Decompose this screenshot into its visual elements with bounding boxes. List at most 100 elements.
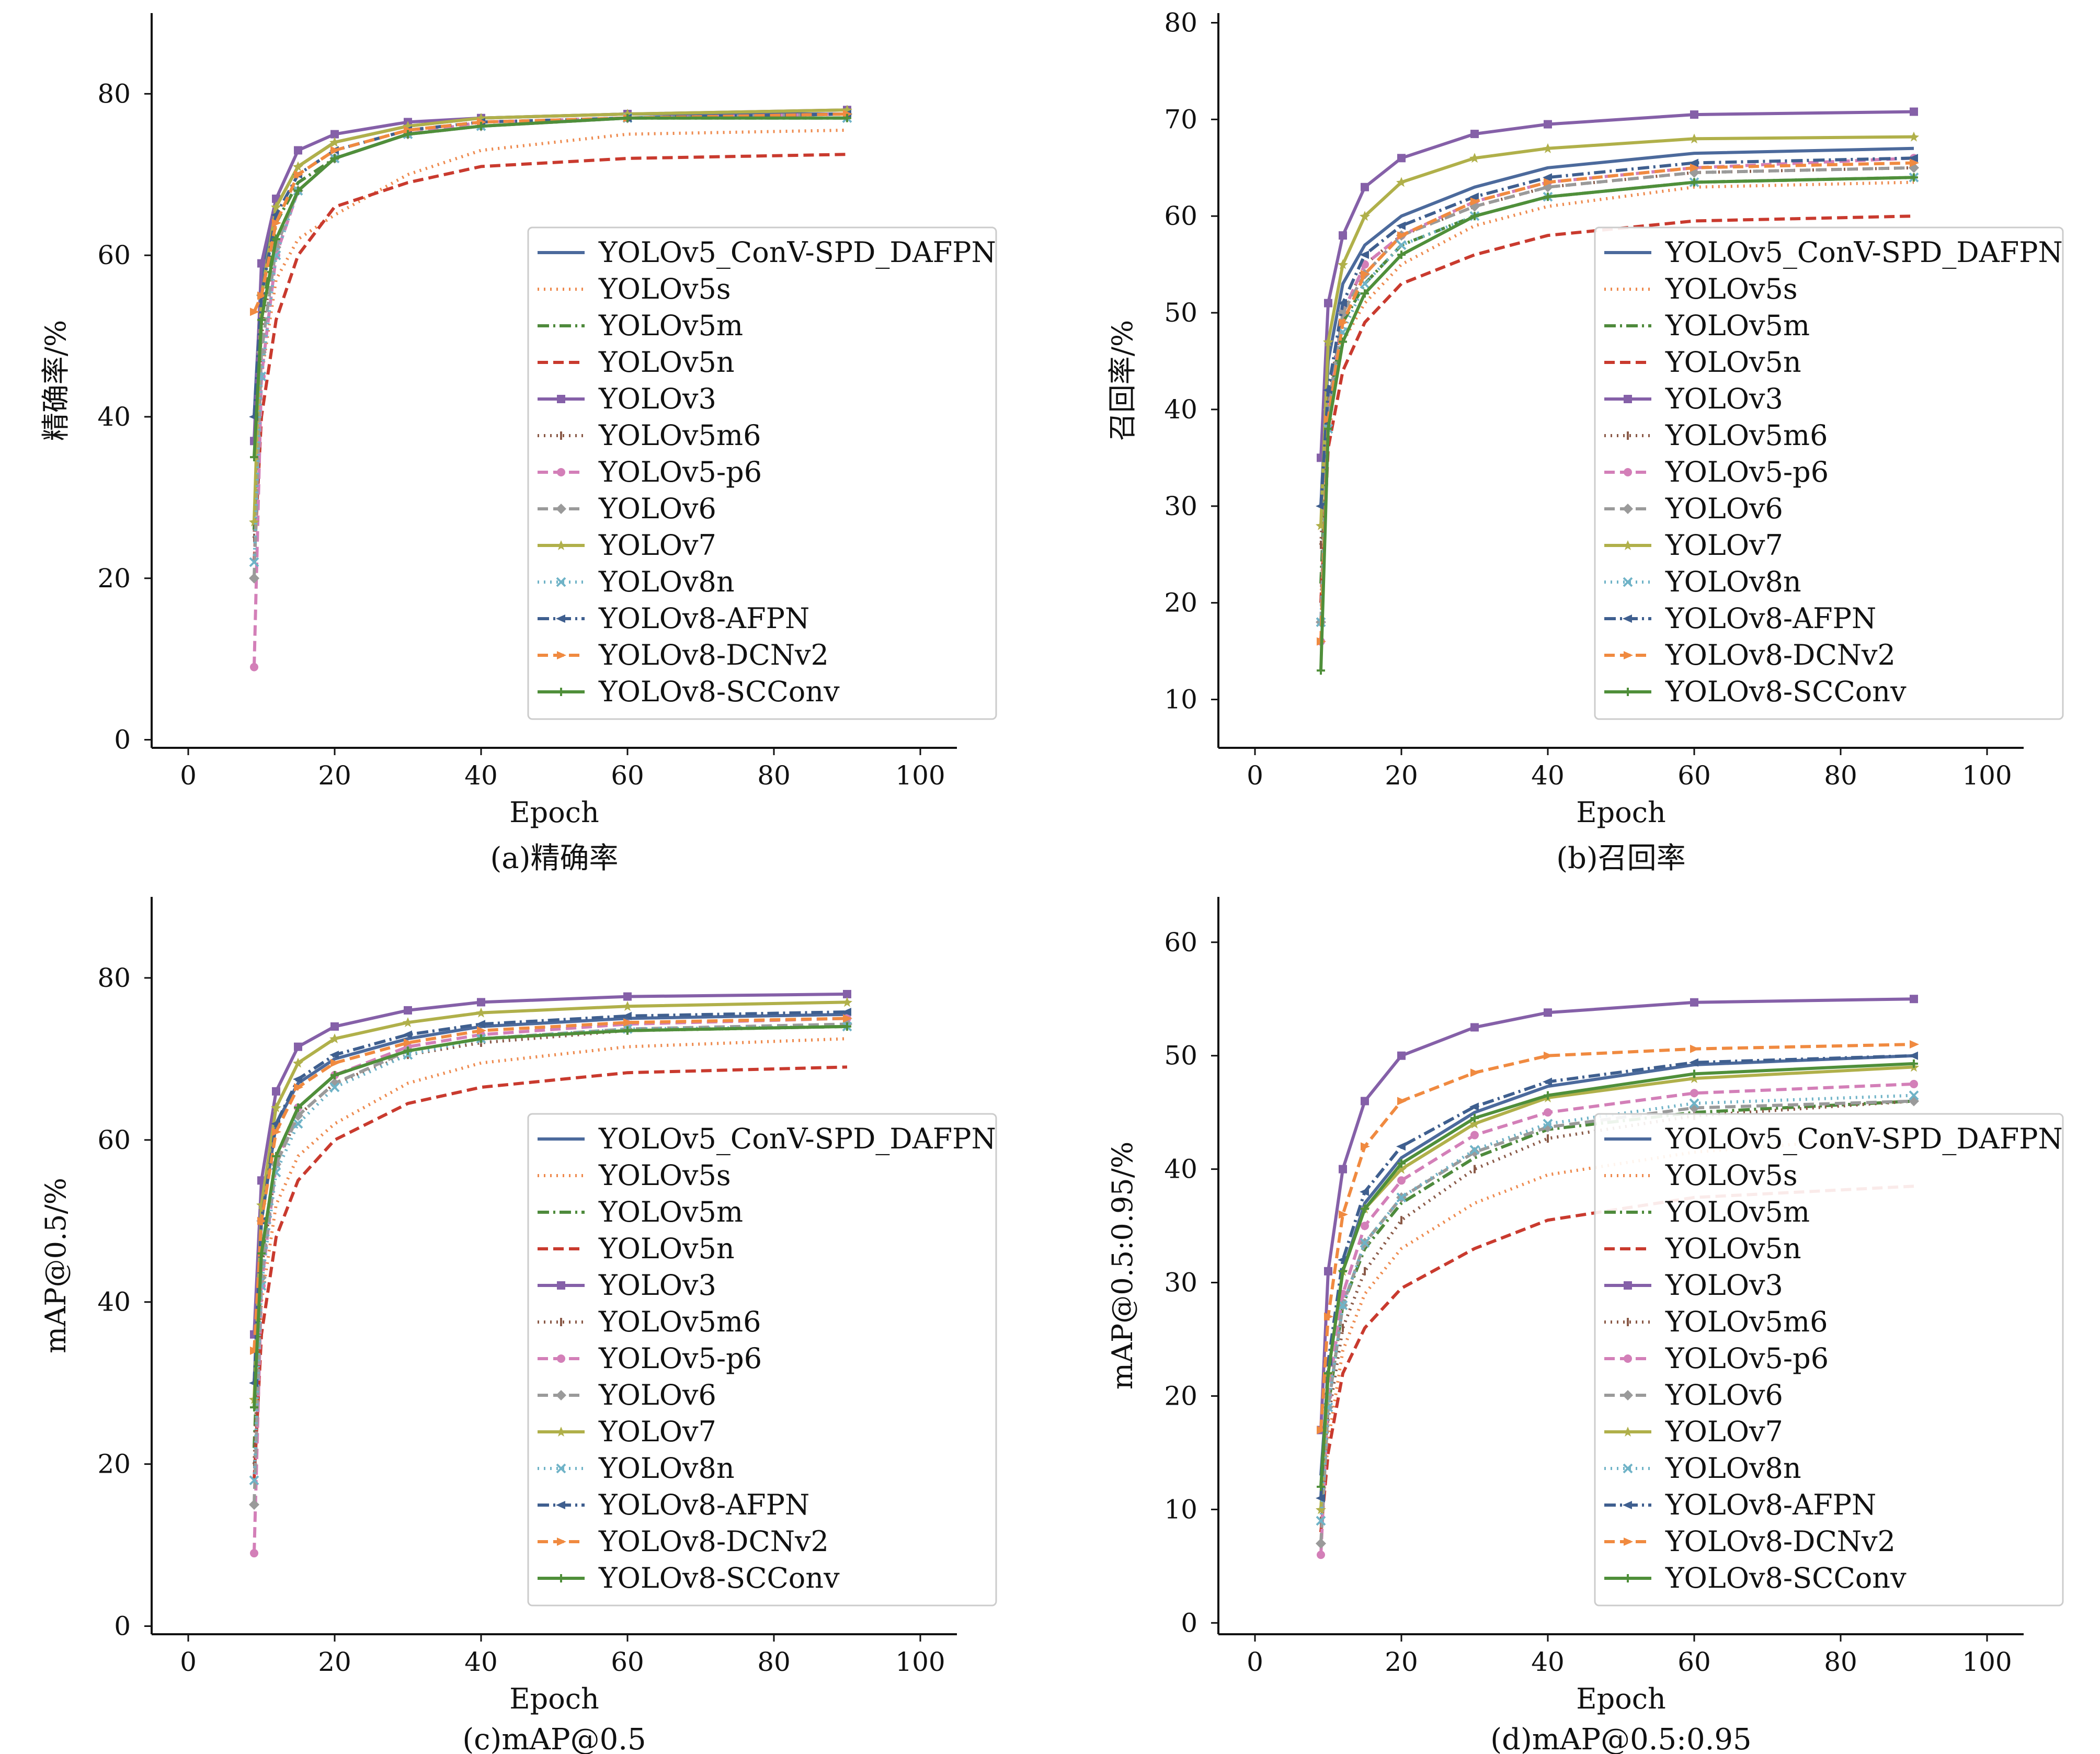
legend-item: YOLOv8-AFPN: [1604, 1488, 1876, 1521]
legend-item: YOLOv7: [1604, 1415, 1783, 1448]
data-point: [1689, 133, 1699, 144]
data-point: [272, 235, 280, 244]
legend-marker: [1624, 688, 1632, 696]
y-tick-label: 0: [1181, 1608, 1197, 1638]
data-point: [1316, 1538, 1326, 1549]
series-YOLOv3: [1317, 995, 1918, 1434]
series-YOLOv8-SCConv: [250, 1022, 851, 1412]
data-point: [1689, 158, 1698, 167]
series-YOLOv5n: [1319, 214, 1914, 603]
legend-item: YOLOv8n: [1604, 565, 1801, 598]
data-point: [1469, 153, 1480, 163]
data-point: [1470, 1023, 1479, 1032]
legend-label: YOLOv3: [1665, 382, 1783, 415]
data-point: [1544, 120, 1552, 129]
x-tick-label: 80: [1824, 760, 1857, 791]
data-point: [272, 1152, 280, 1160]
data-point: [249, 516, 259, 527]
data-point: [1910, 1079, 1918, 1088]
legend-item: YOLOv3: [538, 1269, 716, 1302]
data-point: [1360, 1188, 1369, 1196]
legend-marker: [556, 1427, 566, 1437]
y-tick-label: 40: [97, 402, 131, 432]
data-point: [250, 663, 258, 671]
legend-label: YOLOv8n: [598, 565, 735, 598]
series-line: [1319, 214, 1914, 603]
x-axis-label: Epoch: [509, 1682, 599, 1715]
data-point: [1543, 1119, 1553, 1129]
x-tick-label: 100: [895, 1647, 945, 1677]
data-point: [622, 1001, 633, 1011]
data-point: [1323, 336, 1333, 347]
data-point: [250, 307, 259, 316]
legend-item: YOLOv8-DCNv2: [1604, 1525, 1896, 1558]
legend-item: YOLOv6: [1604, 492, 1783, 525]
series-line: [253, 1065, 848, 1480]
legend-item: YOLOv5-p6: [538, 455, 762, 488]
data-point: [842, 1008, 851, 1017]
legend-item: YOLOv5n: [1604, 346, 1801, 379]
data-point: [1361, 1097, 1369, 1106]
data-point: [1317, 666, 1325, 675]
data-point: [1324, 1312, 1333, 1321]
data-point: [1909, 154, 1918, 163]
y-tick-label: 60: [1164, 201, 1197, 231]
series-YOLOv8-SCConv: [250, 113, 851, 462]
legend-item: YOLOv8-AFPN: [538, 602, 809, 635]
data-point: [1338, 259, 1348, 269]
data-point: [404, 1006, 412, 1015]
data-point: [272, 219, 281, 227]
legend-marker: [556, 577, 566, 587]
chart-panel-3: 0 20 40 60 80 100 0 20 40 60 80 Epoch mAP@0.5/% (c)mA…: [39, 897, 997, 1754]
legend-label: YOLOv6: [598, 492, 716, 525]
legend-item: YOLOv8-AFPN: [1604, 602, 1876, 635]
x-tick-label: 60: [1677, 1647, 1711, 1677]
legend-label: YOLOv5_ConV-SPD_DAFPN: [598, 1122, 996, 1155]
data-point: [1543, 173, 1552, 182]
data-point: [294, 1103, 302, 1112]
legend-item: YOLOv8n: [1604, 1452, 1801, 1485]
legend-item: YOLOv8-DCNv2: [538, 639, 829, 671]
series-YOLOv8-DCNv2: [1317, 158, 1919, 646]
legend-marker: [1623, 1501, 1632, 1509]
legend-label: YOLOv8n: [598, 1452, 735, 1485]
series-line: [253, 1024, 848, 1480]
legend-marker: [1623, 614, 1632, 623]
legend-label: YOLOv5n: [598, 1232, 735, 1265]
data-point: [1397, 1097, 1407, 1106]
legend-marker: [556, 504, 566, 514]
data-point: [271, 201, 281, 212]
legend-label: YOLOv5m: [1665, 1195, 1810, 1228]
data-point: [294, 170, 303, 179]
data-point: [1316, 502, 1325, 510]
series-YOLOv7: [1316, 131, 1919, 530]
legend-marker: [556, 1463, 566, 1474]
panel-caption: (a)精确率: [490, 841, 618, 875]
legend-item: YOLOv5n: [1604, 1232, 1801, 1265]
data-point: [1360, 211, 1370, 221]
data-point: [1690, 1069, 1698, 1078]
x-tick-label: 0: [1247, 1647, 1263, 1677]
legend-marker: [557, 468, 565, 476]
data-point: [1910, 158, 1919, 167]
legend-box: [1594, 1113, 2064, 1607]
data-point: [1396, 177, 1407, 187]
x-tick-label: 60: [1677, 760, 1711, 791]
data-point: [1690, 178, 1698, 187]
data-point: [1910, 173, 1918, 182]
data-point: [623, 1026, 632, 1035]
data-point: [1360, 250, 1369, 259]
data-point: [1324, 424, 1332, 433]
legend-label: YOLOv8-AFPN: [598, 1488, 809, 1521]
legend-item: YOLOv5-p6: [1604, 455, 1829, 488]
legend-marker: [1624, 1281, 1632, 1290]
y-axis-label: mAP@0.5/%: [39, 1178, 72, 1353]
data-point: [329, 1033, 340, 1044]
legend-marker: [557, 1574, 565, 1582]
legend-marker: [1623, 1390, 1633, 1400]
data-point: [1689, 1098, 1699, 1109]
data-point: [1909, 1096, 1919, 1107]
y-tick-label: 10: [1164, 685, 1197, 715]
data-point: [1543, 1077, 1552, 1086]
